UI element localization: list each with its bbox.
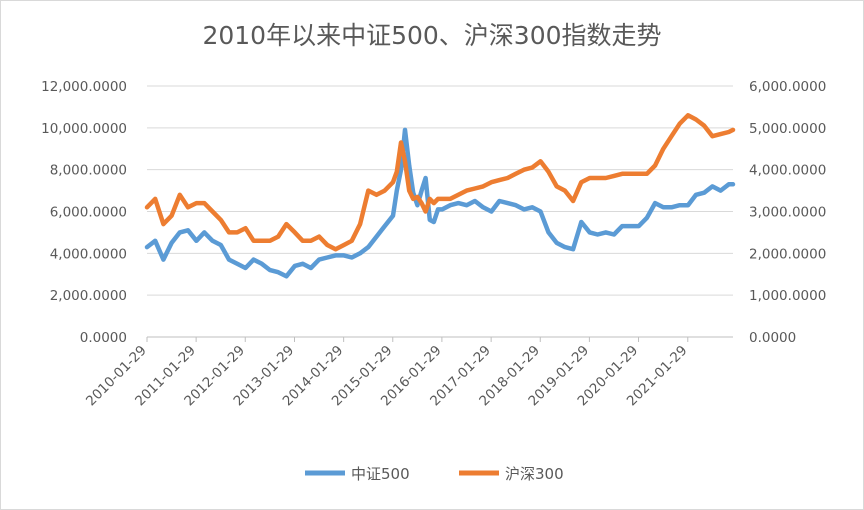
left-tick-label: 10,000.0000 <box>41 121 127 137</box>
right-tick-label: 3,000.0000 <box>749 205 826 221</box>
right-axis-ticks: 0.0000 1,000.0000 2,000.0000 3,000.0000 4,00… <box>749 79 826 346</box>
right-tick-label: 4,000.0000 <box>749 163 826 179</box>
left-tick-label: 0.0000 <box>80 330 127 346</box>
left-tick-label: 4,000.0000 <box>50 246 127 262</box>
right-tick-label: 6,000.0000 <box>749 79 826 95</box>
gridlines <box>147 85 733 338</box>
right-tick-label: 0.0000 <box>749 330 796 346</box>
chart-title: 2010年以来中证500、沪深300指数走势 <box>202 21 661 50</box>
left-tick-label: 2,000.0000 <box>50 288 127 304</box>
x-axis-ticks: 2010-01-292011-01-292012-01-292013-01-29… <box>83 337 691 409</box>
legend-label-zz500: 中证500 <box>351 465 410 483</box>
legend[interactable]: 中证500 沪深300 <box>305 465 564 483</box>
legend-label-hs300: 沪深300 <box>505 465 564 483</box>
left-tick-label: 12,000.0000 <box>41 79 127 95</box>
right-tick-label: 5,000.0000 <box>749 121 826 137</box>
left-tick-label: 6,000.0000 <box>50 205 127 221</box>
series-lines <box>144 113 736 279</box>
left-tick-label: 8,000.0000 <box>50 163 127 179</box>
right-tick-label: 1,000.0000 <box>749 288 826 304</box>
right-tick-label: 2,000.0000 <box>749 246 826 262</box>
series-line-hs300 <box>144 113 736 252</box>
series-line-zz500 <box>144 127 736 279</box>
left-axis-ticks: 0.0000 2,000.0000 4,000.0000 6,000.0000 8,00… <box>41 79 127 346</box>
